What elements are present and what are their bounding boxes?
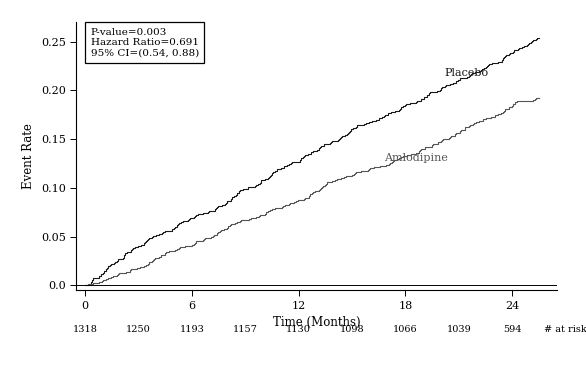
Text: Placebo: Placebo bbox=[445, 68, 489, 78]
Text: # at risk: # at risk bbox=[544, 325, 586, 334]
Text: 1130: 1130 bbox=[286, 325, 311, 334]
Text: Amlodipine: Amlodipine bbox=[384, 153, 448, 163]
Text: 1318: 1318 bbox=[73, 325, 97, 334]
Text: 1066: 1066 bbox=[393, 325, 418, 334]
Text: 594: 594 bbox=[503, 325, 522, 334]
Text: 1157: 1157 bbox=[233, 325, 258, 334]
Y-axis label: Event Rate: Event Rate bbox=[22, 123, 35, 189]
Text: P-value=0.003
Hazard Ratio=0.691
95% CI=(0.54, 0.88): P-value=0.003 Hazard Ratio=0.691 95% CI=… bbox=[91, 28, 199, 58]
Text: 1193: 1193 bbox=[179, 325, 205, 334]
X-axis label: Time (Months): Time (Months) bbox=[272, 316, 360, 329]
Text: 1250: 1250 bbox=[126, 325, 151, 334]
Text: 1039: 1039 bbox=[447, 325, 471, 334]
Text: 1098: 1098 bbox=[340, 325, 364, 334]
